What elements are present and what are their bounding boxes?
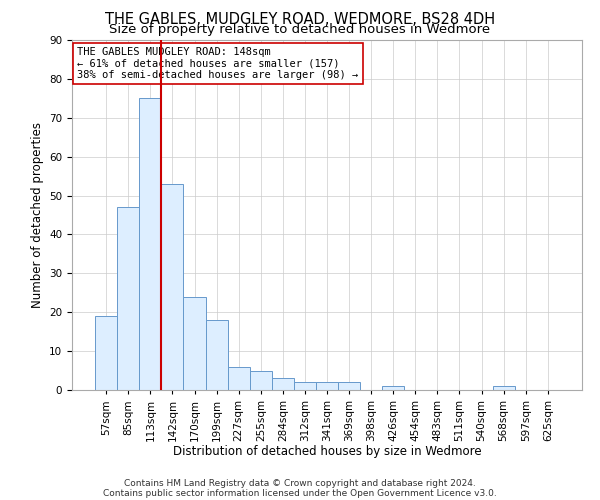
- X-axis label: Distribution of detached houses by size in Wedmore: Distribution of detached houses by size …: [173, 446, 481, 458]
- Bar: [316, 382, 338, 390]
- Bar: [294, 382, 316, 390]
- Bar: [161, 184, 184, 390]
- Text: THE GABLES MUDGLEY ROAD: 148sqm
← 61% of detached houses are smaller (157)
38% o: THE GABLES MUDGLEY ROAD: 148sqm ← 61% of…: [77, 47, 358, 80]
- Text: Contains HM Land Registry data © Crown copyright and database right 2024.: Contains HM Land Registry data © Crown c…: [124, 478, 476, 488]
- Bar: [227, 366, 250, 390]
- Bar: [338, 382, 360, 390]
- Bar: [139, 98, 161, 390]
- Bar: [117, 207, 139, 390]
- Bar: [382, 386, 404, 390]
- Text: THE GABLES, MUDGLEY ROAD, WEDMORE, BS28 4DH: THE GABLES, MUDGLEY ROAD, WEDMORE, BS28 …: [105, 12, 495, 28]
- Text: Size of property relative to detached houses in Wedmore: Size of property relative to detached ho…: [109, 22, 491, 36]
- Bar: [493, 386, 515, 390]
- Bar: [250, 370, 272, 390]
- Text: Contains public sector information licensed under the Open Government Licence v3: Contains public sector information licen…: [103, 488, 497, 498]
- Y-axis label: Number of detached properties: Number of detached properties: [31, 122, 44, 308]
- Bar: [272, 378, 294, 390]
- Bar: [184, 296, 206, 390]
- Bar: [206, 320, 227, 390]
- Bar: [95, 316, 117, 390]
